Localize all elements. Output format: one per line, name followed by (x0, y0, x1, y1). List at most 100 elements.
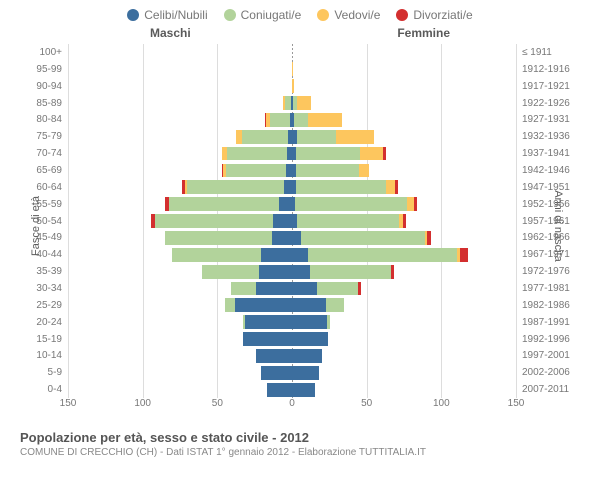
age-row: 35-391972-1976 (20, 263, 580, 280)
female-bar (292, 197, 459, 211)
birth-year-label: 2007-2011 (516, 384, 580, 395)
female-bar (292, 46, 295, 60)
legend-label: Celibi/Nubili (144, 8, 207, 22)
age-label: 45-49 (20, 232, 68, 243)
age-row: 10-141997-2001 (20, 347, 580, 364)
female-bar (292, 298, 400, 312)
age-label: 75-79 (20, 131, 68, 142)
chart-area: Maschi Femmine Fasce di età Anni di nasc… (20, 26, 580, 426)
age-label: 60-64 (20, 182, 68, 193)
male-bar (202, 349, 292, 363)
age-label: 85-89 (20, 98, 68, 109)
chart-subtitle: COMUNE DI CRECCHIO (CH) - Dati ISTAT 1° … (20, 447, 580, 458)
legend-dot (224, 9, 236, 21)
footer: Popolazione per età, sesso e stato civil… (0, 426, 600, 458)
male-bar (187, 332, 292, 346)
female-bar (292, 366, 370, 380)
age-label: 0-4 (20, 384, 68, 395)
female-bar (292, 96, 358, 110)
age-row: 70-74 1937-1941 (20, 145, 580, 162)
legend-item: Vedovi/e (317, 8, 380, 22)
age-row: 65-691942-1946 (20, 162, 580, 179)
birth-year-label: 1977-1981 (516, 283, 580, 294)
age-label: 20-24 (20, 317, 68, 328)
male-bar (128, 248, 292, 262)
age-row: 95-99 1912-1916 (20, 61, 580, 78)
age-label: 25-29 (20, 300, 68, 311)
right-side-title: Femmine (397, 26, 450, 40)
male-bar (214, 113, 292, 127)
age-row: 20-241987-1991 (20, 314, 580, 331)
male-bar (283, 79, 292, 93)
birth-year-label: 1982-1986 (516, 300, 580, 311)
age-label: 40-44 (20, 249, 68, 260)
female-bar (292, 62, 299, 76)
x-axis: 15010050050100150 (68, 398, 516, 418)
age-label: 80-84 (20, 114, 68, 125)
birth-year-label: 1937-1941 (516, 148, 580, 159)
female-bar (292, 248, 491, 262)
legend-label: Coniugati/e (241, 8, 302, 22)
male-bar (217, 383, 292, 397)
male-bar (170, 298, 292, 312)
age-label: 55-59 (20, 199, 68, 210)
age-label: 5-9 (20, 367, 68, 378)
age-row: 30-341977-1981 (20, 280, 580, 297)
male-bar (123, 231, 292, 245)
male-bar (123, 197, 292, 211)
female-bar (292, 130, 428, 144)
legend-item: Divorziati/e (396, 8, 472, 22)
age-row: 25-29 1982-1986 (20, 297, 580, 314)
age-label: 90-94 (20, 81, 68, 92)
birth-year-label: 1992-1996 (516, 334, 580, 345)
female-bar (292, 332, 382, 346)
age-row: 50-541957-1961 (20, 213, 580, 230)
age-row: 55-59 1952-1956 (20, 196, 580, 213)
x-tick-label: 100 (134, 398, 151, 409)
legend-dot (127, 9, 139, 21)
male-bar (176, 282, 292, 296)
female-bar (292, 349, 374, 363)
legend-label: Divorziati/e (413, 8, 472, 22)
x-tick-label: 50 (212, 398, 223, 409)
x-tick-label: 100 (433, 398, 450, 409)
birth-year-label: 1957-1961 (516, 216, 580, 227)
age-row: 100+≤ 1911 (20, 44, 580, 61)
birth-year-label: 2002-2006 (516, 367, 580, 378)
female-bar (292, 164, 423, 178)
age-label: 70-74 (20, 148, 68, 159)
age-label: 10-14 (20, 350, 68, 361)
birth-year-label: 1927-1931 (516, 114, 580, 125)
age-row: 75-79 1932-1936 (20, 128, 580, 145)
age-label: 95-99 (20, 64, 68, 75)
age-label: 15-19 (20, 334, 68, 345)
male-bar (150, 265, 292, 279)
female-bar (292, 282, 416, 296)
male-bar (247, 96, 292, 110)
male-bar (167, 147, 292, 161)
female-bar (292, 214, 452, 228)
x-tick-label: 50 (361, 398, 372, 409)
age-row: 45-49 1962-1966 (20, 229, 580, 246)
birth-year-label: 1952-1956 (516, 199, 580, 210)
male-bar (167, 164, 292, 178)
age-row: 15-19 1992-1996 (20, 331, 580, 348)
female-bar (292, 315, 385, 329)
birth-year-label: 1912-1916 (516, 64, 580, 75)
birth-year-label: 1932-1936 (516, 131, 580, 142)
age-row: 40-441967-1971 (20, 246, 580, 263)
age-label: 65-69 (20, 165, 68, 176)
chart-title: Popolazione per età, sesso e stato civil… (20, 430, 580, 445)
female-bar (292, 180, 446, 194)
female-bar (292, 231, 468, 245)
birth-year-label: 1962-1966 (516, 232, 580, 243)
age-row: 90-941917-1921 (20, 78, 580, 95)
legend: Celibi/Nubili Coniugati/e Vedovi/e Divorzia… (0, 0, 600, 26)
female-bar (292, 79, 313, 93)
legend-dot (396, 9, 408, 21)
birth-year-label: 1947-1951 (516, 182, 580, 193)
age-row: 0-4 2007-2011 (20, 381, 580, 398)
legend-item: Coniugati/e (224, 8, 302, 22)
male-bar (114, 214, 292, 228)
female-bar (292, 113, 398, 127)
